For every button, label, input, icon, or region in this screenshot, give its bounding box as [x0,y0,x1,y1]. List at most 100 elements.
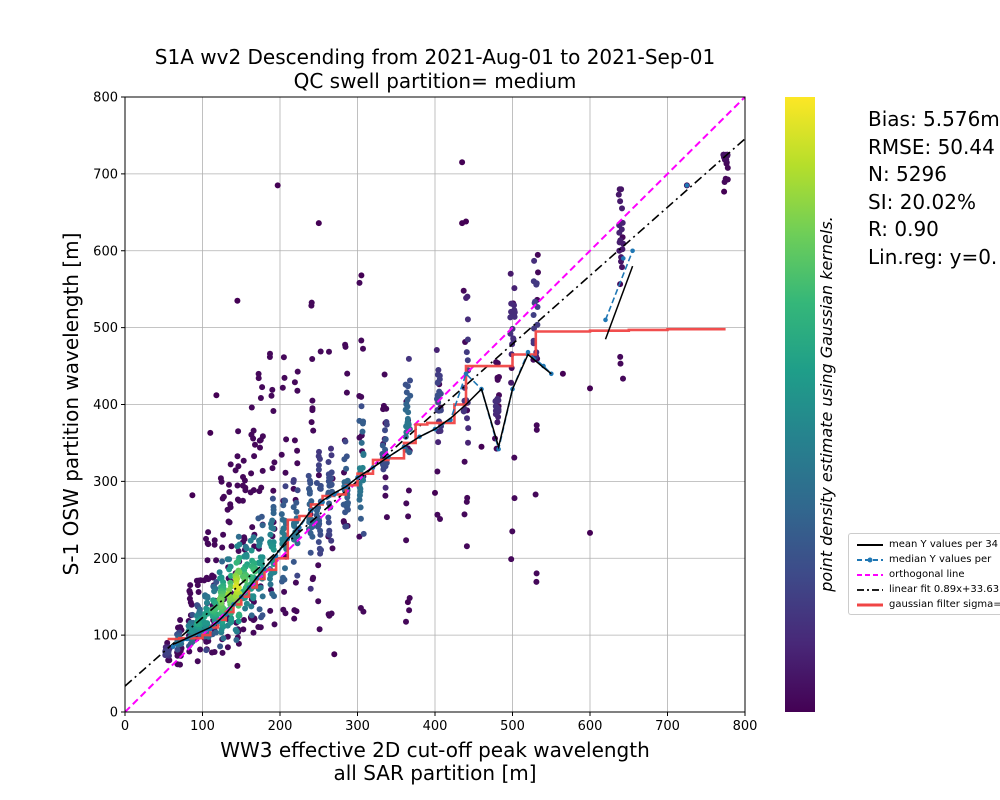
x-tick-label: 300 [345,719,370,734]
scatter-point [166,657,173,664]
scatter-point [360,452,367,458]
scatter-point [240,457,247,464]
scatter-point [309,576,316,583]
scatter-point [268,392,275,399]
scatter-point [233,637,240,643]
scatter-point [283,436,290,443]
x-axis-label-line-1: WW3 effective 2D cut-off peak wavelength [220,738,650,762]
scatter-point [316,545,323,552]
scatter-point [269,386,276,393]
scatter-point [619,205,625,212]
scatter-point [270,487,277,494]
scatter-point [357,605,364,611]
stat-rmse: RMSE: 50.44 [868,134,995,159]
scatter-point [463,543,470,550]
scatter-point [492,398,499,405]
scatter-point [405,513,412,520]
x-tick-label: 100 [190,719,215,734]
scatter-point [239,482,246,489]
y-tick-label: 300 [93,475,118,490]
scatter-point [464,415,470,422]
scatter-point [274,182,281,189]
scatter-point [248,470,255,477]
scatter-point [267,531,274,538]
x-tick-label: 0 [121,719,129,734]
scatter-point [259,593,266,600]
scatter-point [309,405,316,412]
scatter-point [224,644,231,651]
scatter-point [240,626,247,633]
scatter-point [228,543,235,550]
scatter-point [282,483,289,490]
scatter-point [407,377,413,384]
scatter-point [307,480,314,487]
scatter-point [213,579,220,585]
scatter-point [219,649,226,656]
scatter-point [269,495,276,502]
scatter-point [325,459,332,465]
scatter-point [356,393,363,399]
scatter-point [619,264,625,271]
scatter-point [220,531,227,538]
scatter-point [236,611,243,618]
scatter-point [195,589,202,595]
scatter-point [186,587,193,594]
scatter-point [259,384,266,391]
scatter-point [293,499,300,506]
scatter-point [357,504,364,511]
scatter-point [615,191,622,198]
scatter-point [356,533,363,540]
scatter-point [617,198,624,205]
scatter-point [235,533,242,540]
scatter-point [226,566,233,573]
scatter-point [270,546,277,553]
scatter-point [464,316,471,323]
scatter-point [187,627,194,634]
scatter-point [250,629,257,636]
y-tick-label: 700 [93,167,118,182]
scatter-point [478,443,485,450]
scatter-point [463,295,470,301]
scatter-point [507,270,514,277]
scatter-point [315,220,322,227]
scatter-point [402,433,409,440]
scatter-point [219,558,226,565]
scatter-point [203,647,210,654]
scatter-point [267,350,273,357]
scatter-point [328,452,335,459]
scatter-point [227,461,234,468]
scatter-point [405,487,412,494]
median-point [603,317,608,323]
x-tick-label: 200 [268,719,293,734]
scatter-point [534,251,541,258]
y-tick-label: 0 [110,706,118,721]
scatter-point [270,510,277,517]
scatter-point [437,516,443,522]
scatter-point [224,506,231,513]
scatter-point [259,522,266,529]
scatter-point [463,218,469,225]
scatter-point [187,582,194,589]
scatter-point [403,618,409,625]
scatter-point [219,544,226,551]
scatter-point [177,617,184,623]
scatter-point [508,556,515,563]
median-point [170,644,176,649]
scatter-point [235,463,242,470]
scatter-point [309,356,316,362]
stat-si: SI: 20.02% [868,189,976,214]
scatter-point [587,529,593,536]
scatter-point [213,557,220,564]
scatter-point [587,385,593,392]
scatter-point [291,615,298,622]
scatter-point [433,347,440,353]
legend-swatch-solid-black [857,544,883,546]
x-axis-label-line-2: all SAR partition [m] [333,761,536,785]
scatter-point [218,599,225,606]
scatter-point [226,481,232,488]
stat-linreg: Lin.reg: y=0. [868,244,998,269]
stat-r: R: 0.90 [868,217,939,241]
scatter-point [211,588,218,595]
scatter-point [248,547,255,554]
